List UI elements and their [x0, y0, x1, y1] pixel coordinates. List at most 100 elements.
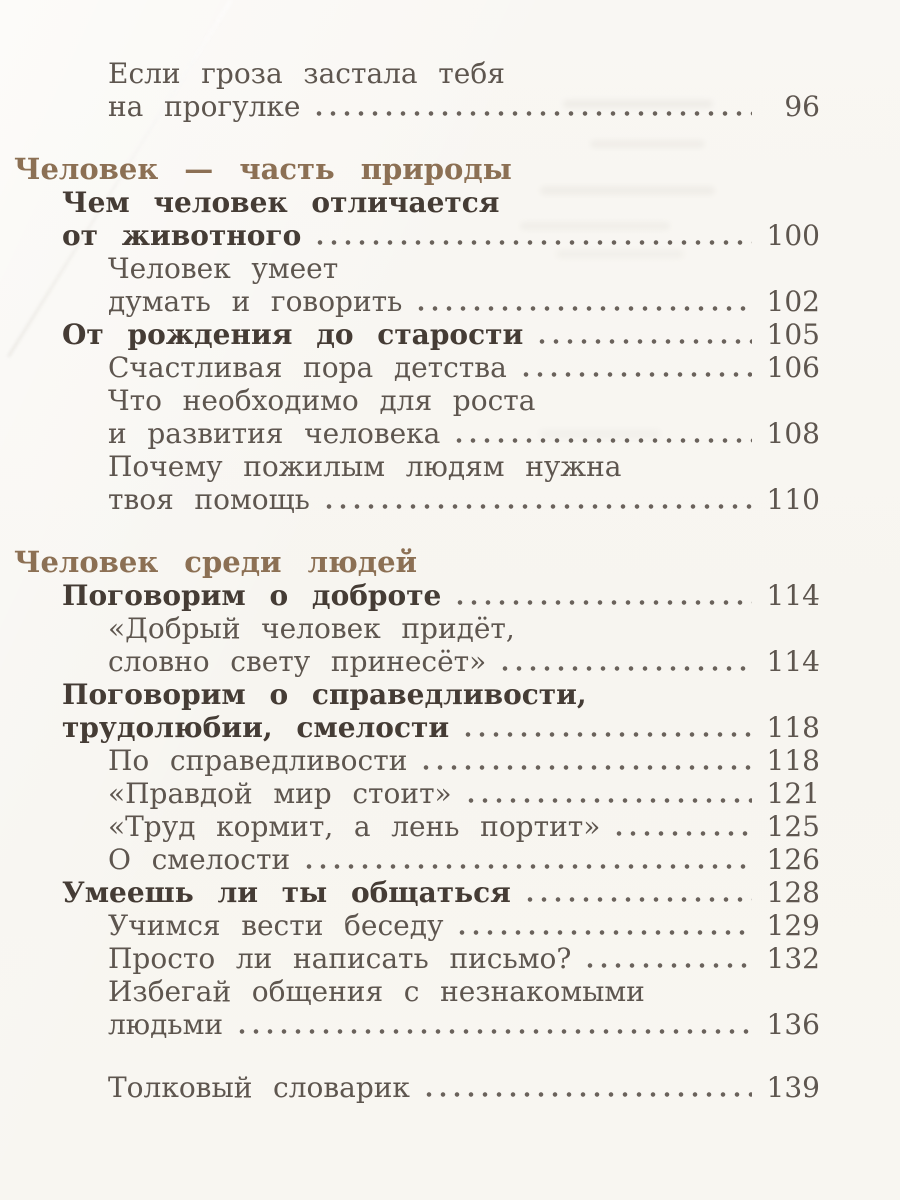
- toc-entry-text: и развития человека: [108, 417, 441, 450]
- scan-artifact: [540, 430, 660, 438]
- toc-line: От рождения до старости 105: [14, 318, 820, 351]
- toc-line: Поговорим о справедливости,: [14, 678, 820, 711]
- toc-entry-text: Человек умеет: [108, 252, 339, 285]
- toc-line: Почему пожилым людям нужна: [14, 450, 820, 483]
- toc-page-number: 102: [766, 285, 820, 318]
- dot-leader: [461, 732, 752, 737]
- toc-entry-text: По справедливости: [108, 744, 408, 777]
- toc-page-number: 136: [766, 1008, 820, 1041]
- toc-line: Умеешь ли ты общаться 128: [14, 876, 820, 909]
- toc-page-number: 114: [766, 645, 820, 678]
- dot-leader: [612, 831, 752, 836]
- toc-entry-text: Учимся вести беседу: [108, 909, 444, 942]
- scan-artifact: [556, 250, 684, 258]
- toc-line: на прогулке 96: [14, 90, 820, 123]
- toc-line: думать и говорить 102: [14, 285, 820, 318]
- dot-leader: [453, 600, 752, 605]
- toc-page-number: 96: [784, 90, 820, 123]
- dot-leader: [535, 339, 752, 344]
- toc-entry-text: твоя помощь: [108, 483, 310, 516]
- toc-page-number: 100: [766, 219, 820, 252]
- toc-line: Счастливая пора детства 106: [14, 351, 820, 384]
- toc-page-number: 132: [766, 942, 820, 975]
- dot-leader: [321, 504, 752, 509]
- dot-leader: [583, 963, 752, 968]
- toc-line: трудолюбии, смелости 118: [14, 711, 820, 744]
- toc-entry-text: Почему пожилым людям нужна: [108, 450, 622, 483]
- toc-entry-text: Поговорим о справедливости,: [62, 678, 587, 711]
- toc-page-number: 139: [766, 1071, 820, 1104]
- scan-artifact: [540, 186, 715, 195]
- scan-artifact: [590, 140, 705, 148]
- toc-entry-text: Избегай общения с незнакомыми: [108, 975, 645, 1008]
- toc-entry-text: думать и говорить: [108, 285, 403, 318]
- toc-entry-text: Чем человек отличается: [62, 186, 500, 219]
- toc-entry-text: «Труд кормит, а лень портит»: [108, 810, 601, 843]
- toc-page-number: 105: [766, 318, 820, 351]
- toc-line: Поговорим о доброте 114: [14, 579, 820, 612]
- toc-line: Человек умеет: [14, 252, 820, 285]
- toc-entry-text: Просто ли написать письмо?: [108, 942, 572, 975]
- toc-page-number: 128: [766, 876, 820, 909]
- dot-leader: [414, 306, 752, 311]
- scan-artifact: [520, 222, 670, 230]
- toc-page-number: 118: [766, 711, 820, 744]
- toc-entry-text: Человек — часть природы: [14, 152, 512, 186]
- toc-page-number: 129: [766, 909, 820, 942]
- toc-line: Человек — часть природы: [14, 153, 820, 186]
- toc-line: от животного 100: [14, 219, 820, 252]
- toc-entry-text: От рождения до старости: [62, 318, 524, 351]
- toc-entry-text: Что необходимо для роста: [108, 384, 536, 417]
- toc-page-number: 125: [766, 810, 820, 843]
- toc-line: Если гроза застала тебя: [14, 57, 820, 90]
- dot-leader: [498, 666, 752, 671]
- toc-entry-text: трудолюбии, смелости: [62, 711, 450, 744]
- dot-leader: [235, 1029, 752, 1034]
- toc-line: людьми 136: [14, 1008, 820, 1041]
- toc-line: О смелости 126: [14, 843, 820, 876]
- toc-entry-text: О смелости: [108, 843, 291, 876]
- toc-line: Избегай общения с незнакомыми: [14, 975, 820, 1008]
- dot-leader: [421, 1092, 752, 1097]
- toc-line: твоя помощь 110: [14, 483, 820, 516]
- dot-leader: [419, 765, 752, 770]
- toc-line: Чем человек отличается: [14, 186, 820, 219]
- toc-line: «Добрый человек придёт,: [14, 612, 820, 645]
- dot-leader: [522, 897, 752, 902]
- toc-page-number: 114: [766, 579, 820, 612]
- scan-artifact: [563, 100, 713, 108]
- toc-entry-text: словно свету принесёт»: [108, 645, 487, 678]
- dot-leader: [313, 240, 752, 245]
- toc-entry-text: Толковый словарик: [108, 1071, 410, 1104]
- toc-page-number: 106: [766, 351, 820, 384]
- dot-leader: [518, 372, 752, 377]
- toc-line: «Правдой мир стоит» 121: [14, 777, 820, 810]
- toc-line: Что необходимо для роста: [14, 384, 820, 417]
- toc-line: Толковый словарик 139: [14, 1071, 820, 1104]
- toc-line: Человек среди людей: [14, 546, 820, 579]
- toc-entry-text: «Правдой мир стоит»: [108, 777, 452, 810]
- toc-entry-text: на прогулке: [108, 90, 301, 123]
- toc-page-number: 118: [766, 744, 820, 777]
- toc-entry-text: «Добрый человек придёт,: [108, 612, 515, 645]
- dot-leader: [463, 798, 752, 803]
- toc-page-number: 126: [766, 843, 820, 876]
- toc-line: Просто ли написать письмо? 132: [14, 942, 820, 975]
- toc-entry-text: Счастливая пора детства: [108, 351, 507, 384]
- toc-entry-text: Поговорим о доброте: [62, 579, 442, 612]
- dot-leader: [452, 438, 752, 443]
- toc-entry-text: Человек среди людей: [14, 545, 418, 579]
- dot-leader: [312, 111, 752, 116]
- dot-leader: [302, 864, 752, 869]
- toc-entry-text: Если гроза застала тебя: [108, 57, 505, 90]
- toc-page-number: 108: [766, 417, 820, 450]
- toc-line: Учимся вести беседу 129: [14, 909, 820, 942]
- toc-line: «Труд кормит, а лень портит» 125: [14, 810, 820, 843]
- toc-entry-text: Умеешь ли ты общаться: [62, 876, 511, 909]
- dot-leader: [455, 930, 752, 935]
- toc-page-number: 110: [766, 483, 820, 516]
- toc-page-number: 121: [766, 777, 820, 810]
- toc-entry-text: от животного: [62, 219, 302, 252]
- table-of-contents: Если гроза застала тебя на прогулке 96 Ч…: [0, 57, 900, 1104]
